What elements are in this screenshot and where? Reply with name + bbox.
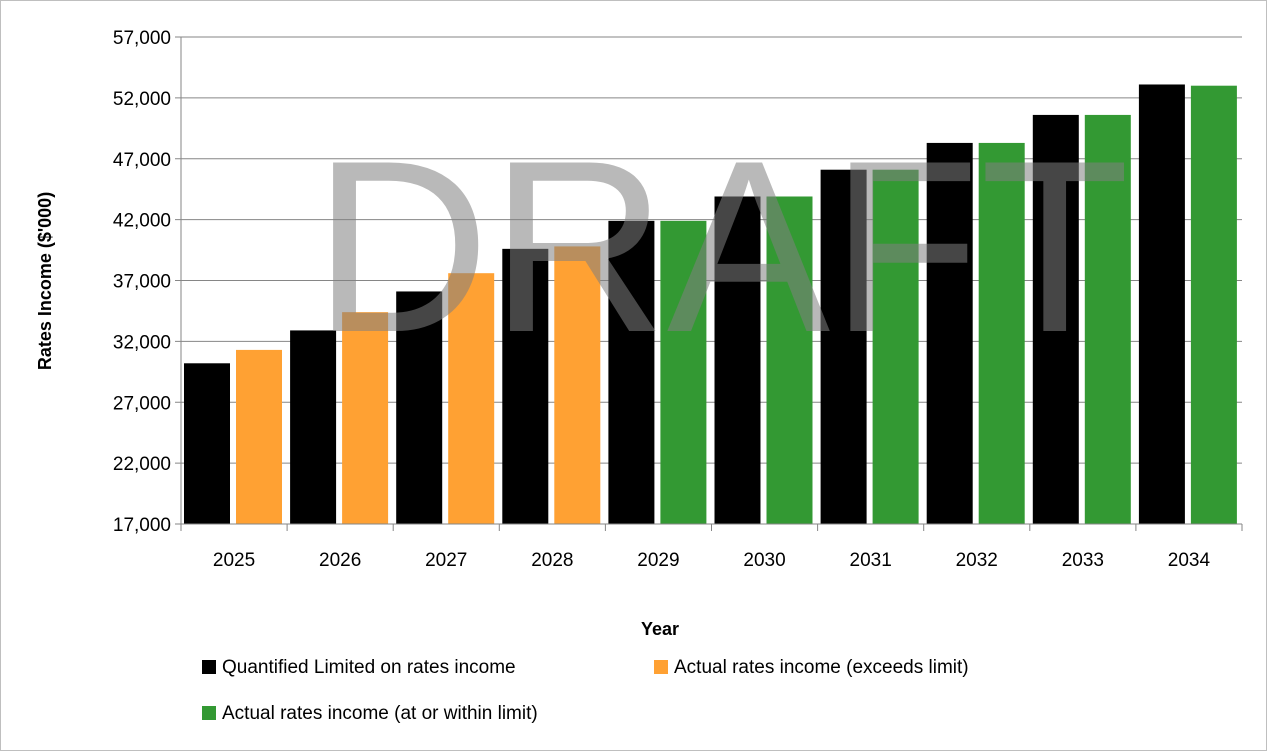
x-tick-label: 2028 (531, 550, 573, 571)
x-tick-label: 2026 (319, 550, 361, 571)
legend-label: Actual rates income (at or within limit) (222, 703, 538, 724)
bar-quantified-limit (1032, 114, 1079, 525)
draft-watermark: DRAFT (313, 109, 1130, 383)
bars (184, 84, 1237, 525)
bar-actual-exceeds-limit (342, 312, 389, 524)
bar-quantified-limit (608, 220, 655, 524)
legend-label: Quantified Limited on rates income (222, 657, 516, 678)
x-tick-label: 2029 (637, 550, 679, 571)
bar-actual-within-limit (1084, 114, 1131, 525)
legend-swatch (654, 660, 668, 674)
bar-actual-within-limit (872, 169, 919, 524)
x-tick-label: 2027 (425, 550, 467, 571)
x-tick-label: 2025 (213, 550, 255, 571)
bar-actual-within-limit (660, 220, 707, 524)
bar-actual-within-limit (978, 142, 1025, 525)
y-tick-label: 27,000 (113, 393, 171, 414)
bar-actual-within-limit (1190, 85, 1237, 524)
legend-swatch (202, 706, 216, 720)
y-tick-label: 22,000 (113, 454, 171, 475)
legend-swatch (202, 660, 216, 674)
bar-quantified-limit (926, 142, 973, 525)
x-tick-label: 2033 (1062, 550, 1104, 571)
bar-quantified-limit (820, 169, 867, 524)
bar-actual-exceeds-limit (554, 246, 601, 524)
axes: 17,000 22,000 27,000 32,000 37,000 42,000 47,0… (113, 28, 1243, 571)
bar-quantified-limit (502, 248, 549, 524)
y-tick-label: 47,000 (113, 150, 171, 171)
y-tick-label: 32,000 (113, 332, 171, 353)
bar-quantified-limit (1138, 84, 1185, 525)
legend-label: Actual rates income (exceeds limit) (674, 657, 969, 678)
bar-quantified-limit (290, 330, 337, 524)
x-tick-label: 2030 (743, 550, 785, 571)
x-tick-label: 2032 (956, 550, 998, 571)
y-tick-label: 17,000 (113, 515, 171, 536)
y-tick-label: 52,000 (113, 89, 171, 110)
bar-quantified-limit (396, 291, 443, 524)
bar-actual-exceeds-limit (236, 349, 282, 524)
y-axis-title: Rates Income ($'000) (35, 192, 55, 370)
bar-quantified-limit (184, 363, 230, 524)
legend: Quantified Limited on rates income Actual… (202, 657, 969, 724)
bar-actual-within-limit (766, 196, 813, 524)
y-tick-label: 37,000 (113, 272, 171, 293)
y-tick-label: 57,000 (113, 28, 171, 49)
y-tick-label: 42,000 (113, 211, 171, 232)
bar-actual-exceeds-limit (448, 273, 495, 524)
x-tick-label: 2031 (850, 550, 892, 571)
bar-quantified-limit (714, 196, 761, 524)
x-axis-title: Year (641, 619, 679, 639)
x-tick-label: 2034 (1168, 550, 1211, 571)
